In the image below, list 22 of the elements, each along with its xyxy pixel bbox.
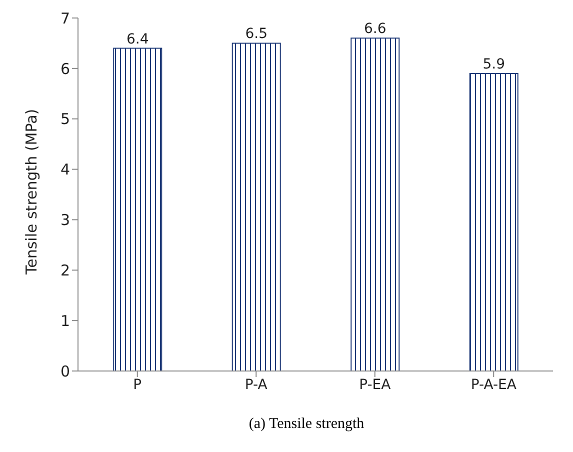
bar (469, 72, 518, 371)
y-tick-label: 1 (60, 312, 70, 330)
bar (232, 42, 281, 371)
bar (113, 48, 162, 371)
y-tick-label: 6 (60, 60, 70, 78)
y-tick-label: 3 (60, 211, 70, 230)
data-label: 6.6 (364, 21, 386, 38)
text: (a) Tensile strength (248, 416, 366, 433)
y-tick-label: 4 (60, 160, 70, 179)
y-tick-label: 2 (60, 261, 70, 280)
x-tick-label: P (133, 376, 142, 393)
data-label: 6.4 (126, 31, 149, 48)
x-tick-label: P-EA (359, 376, 392, 393)
y-tick-label: 5 (60, 110, 70, 128)
data-label: 6.5 (245, 26, 268, 42)
y-axis-title: Tensile strength (MPa) (22, 108, 40, 276)
bar (350, 38, 400, 371)
data-label: 5.9 (482, 56, 506, 72)
y-tick-label: 7 (60, 9, 70, 28)
x-tick-label: P-A (244, 376, 268, 393)
x-tick-label: P-A-EA (470, 376, 517, 393)
y-tick-label: 0 (60, 362, 70, 380)
